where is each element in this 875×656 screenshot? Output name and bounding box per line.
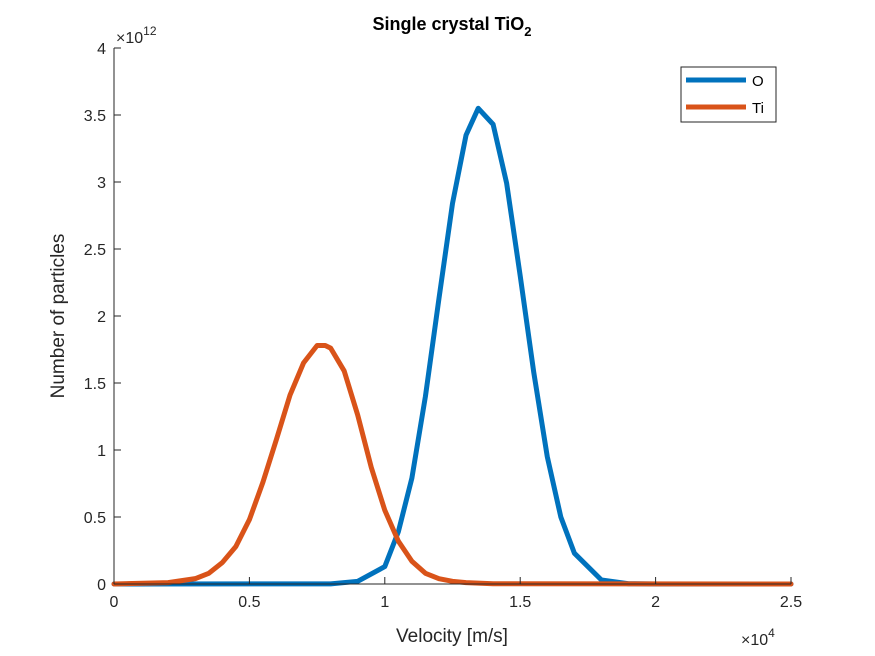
y-tick-label: 3.5 [84,108,106,125]
y-tick-label: 4 [97,41,106,58]
legend-label-o: O [752,73,764,90]
chart-title: Single crystal TiO2 [373,14,532,39]
x-tick-label: 1 [380,594,389,611]
x-tick-label: 2 [651,594,660,611]
legend-box [680,66,777,123]
y-tick-label: 2 [97,309,106,326]
legend-label-ti: Ti [752,100,764,117]
plot-area [114,48,791,584]
y-tick-label: 1.5 [84,376,106,393]
series-line-ti [111,342,794,587]
tick-layer: 0 0.5 1 1.5 2 2.5 0 0.5 1 1.5 2 2.5 3 3.5 4 [84,41,802,611]
x-tick-label: 0.5 [238,594,260,611]
x-tick-label: 1.5 [509,594,531,611]
y-tick-label: 2.5 [84,242,106,259]
y-tick-label: 3 [97,175,106,192]
y-axis-label: Number of particles [48,234,69,399]
y-exponent-label: ×1012 [116,24,157,47]
legend: O Ti [680,66,777,123]
x-tick-label: 2.5 [780,594,802,611]
y-tick-label: 1 [97,443,106,460]
x-exponent-label: ×104 [741,626,775,649]
y-tick-label: 0.5 [84,510,106,527]
x-axis-label: Velocity [m/s] [396,626,508,647]
y-tick-label: 0 [97,577,106,594]
series-layer [111,105,794,587]
series-line-o [111,105,794,587]
x-tick-label: 0 [110,594,119,611]
